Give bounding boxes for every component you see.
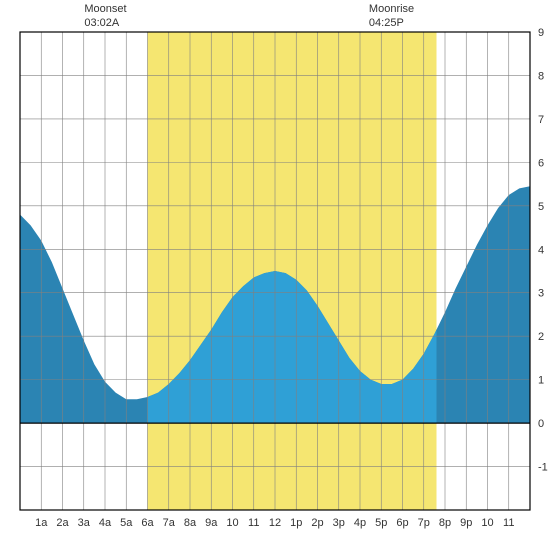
x-tick-label: 7a bbox=[163, 517, 176, 529]
x-tick-label: 2p bbox=[311, 517, 323, 529]
y-tick-label: 4 bbox=[538, 244, 544, 256]
x-tick-label: 4a bbox=[99, 517, 112, 529]
x-tick-label: 9p bbox=[460, 517, 472, 529]
x-tick-label: 5a bbox=[120, 517, 133, 529]
y-tick-label: 9 bbox=[538, 27, 544, 39]
x-tick-label: 6p bbox=[396, 517, 408, 529]
x-tick-label: 8a bbox=[184, 517, 197, 529]
tide-chart: 1a2a3a4a5a6a7a8a9a1011121p2p3p4p5p6p7p8p… bbox=[0, 0, 550, 550]
x-tick-label: 5p bbox=[375, 517, 387, 529]
annotation-moonrise-time: 04:25P bbox=[369, 17, 404, 29]
x-tick-label: 9a bbox=[205, 517, 218, 529]
x-tick-label: 10 bbox=[226, 517, 238, 529]
y-tick-label: 2 bbox=[538, 331, 544, 343]
x-tick-label: 2a bbox=[56, 517, 69, 529]
y-tick-label: 6 bbox=[538, 157, 544, 169]
x-tick-label: 8p bbox=[439, 517, 451, 529]
annotation-moonset-time: 03:02A bbox=[84, 17, 120, 29]
x-tick-label: 11 bbox=[248, 517, 259, 529]
x-tick-label: 3p bbox=[333, 517, 345, 529]
x-tick-label: 6a bbox=[141, 517, 154, 529]
x-tick-label: 1a bbox=[35, 517, 48, 529]
y-tick-label: 5 bbox=[538, 201, 544, 213]
x-tick-label: 3a bbox=[78, 517, 91, 529]
x-tick-label: 7p bbox=[418, 517, 430, 529]
y-tick-label: 7 bbox=[538, 114, 544, 126]
x-tick-label: 10 bbox=[481, 517, 493, 529]
annotation-moonrise-title: Moonrise bbox=[369, 3, 414, 15]
chart-svg: 1a2a3a4a5a6a7a8a9a1011121p2p3p4p5p6p7p8p… bbox=[0, 0, 550, 550]
x-tick-label: 12 bbox=[269, 517, 281, 529]
x-axis-labels: 1a 2a 3a 4a 5a 6a 7a 8a 9a 10 11 12 1p 2p 3p 4p 5p 6p 7p 8p… bbox=[35, 517, 514, 529]
y-tick-label: 8 bbox=[538, 70, 544, 82]
y-tick-label: 1 bbox=[538, 375, 544, 387]
x-tick-label: 4p bbox=[354, 517, 366, 529]
y-tick-label: -1 bbox=[538, 462, 548, 474]
y-tick-label: 3 bbox=[538, 288, 544, 300]
x-tick-label: 11 bbox=[503, 517, 514, 529]
annotation-moonset-title: Moonset bbox=[84, 3, 126, 15]
x-tick-label: 1p bbox=[290, 517, 302, 529]
y-tick-label: 0 bbox=[538, 418, 544, 430]
daylight-band bbox=[148, 32, 437, 510]
